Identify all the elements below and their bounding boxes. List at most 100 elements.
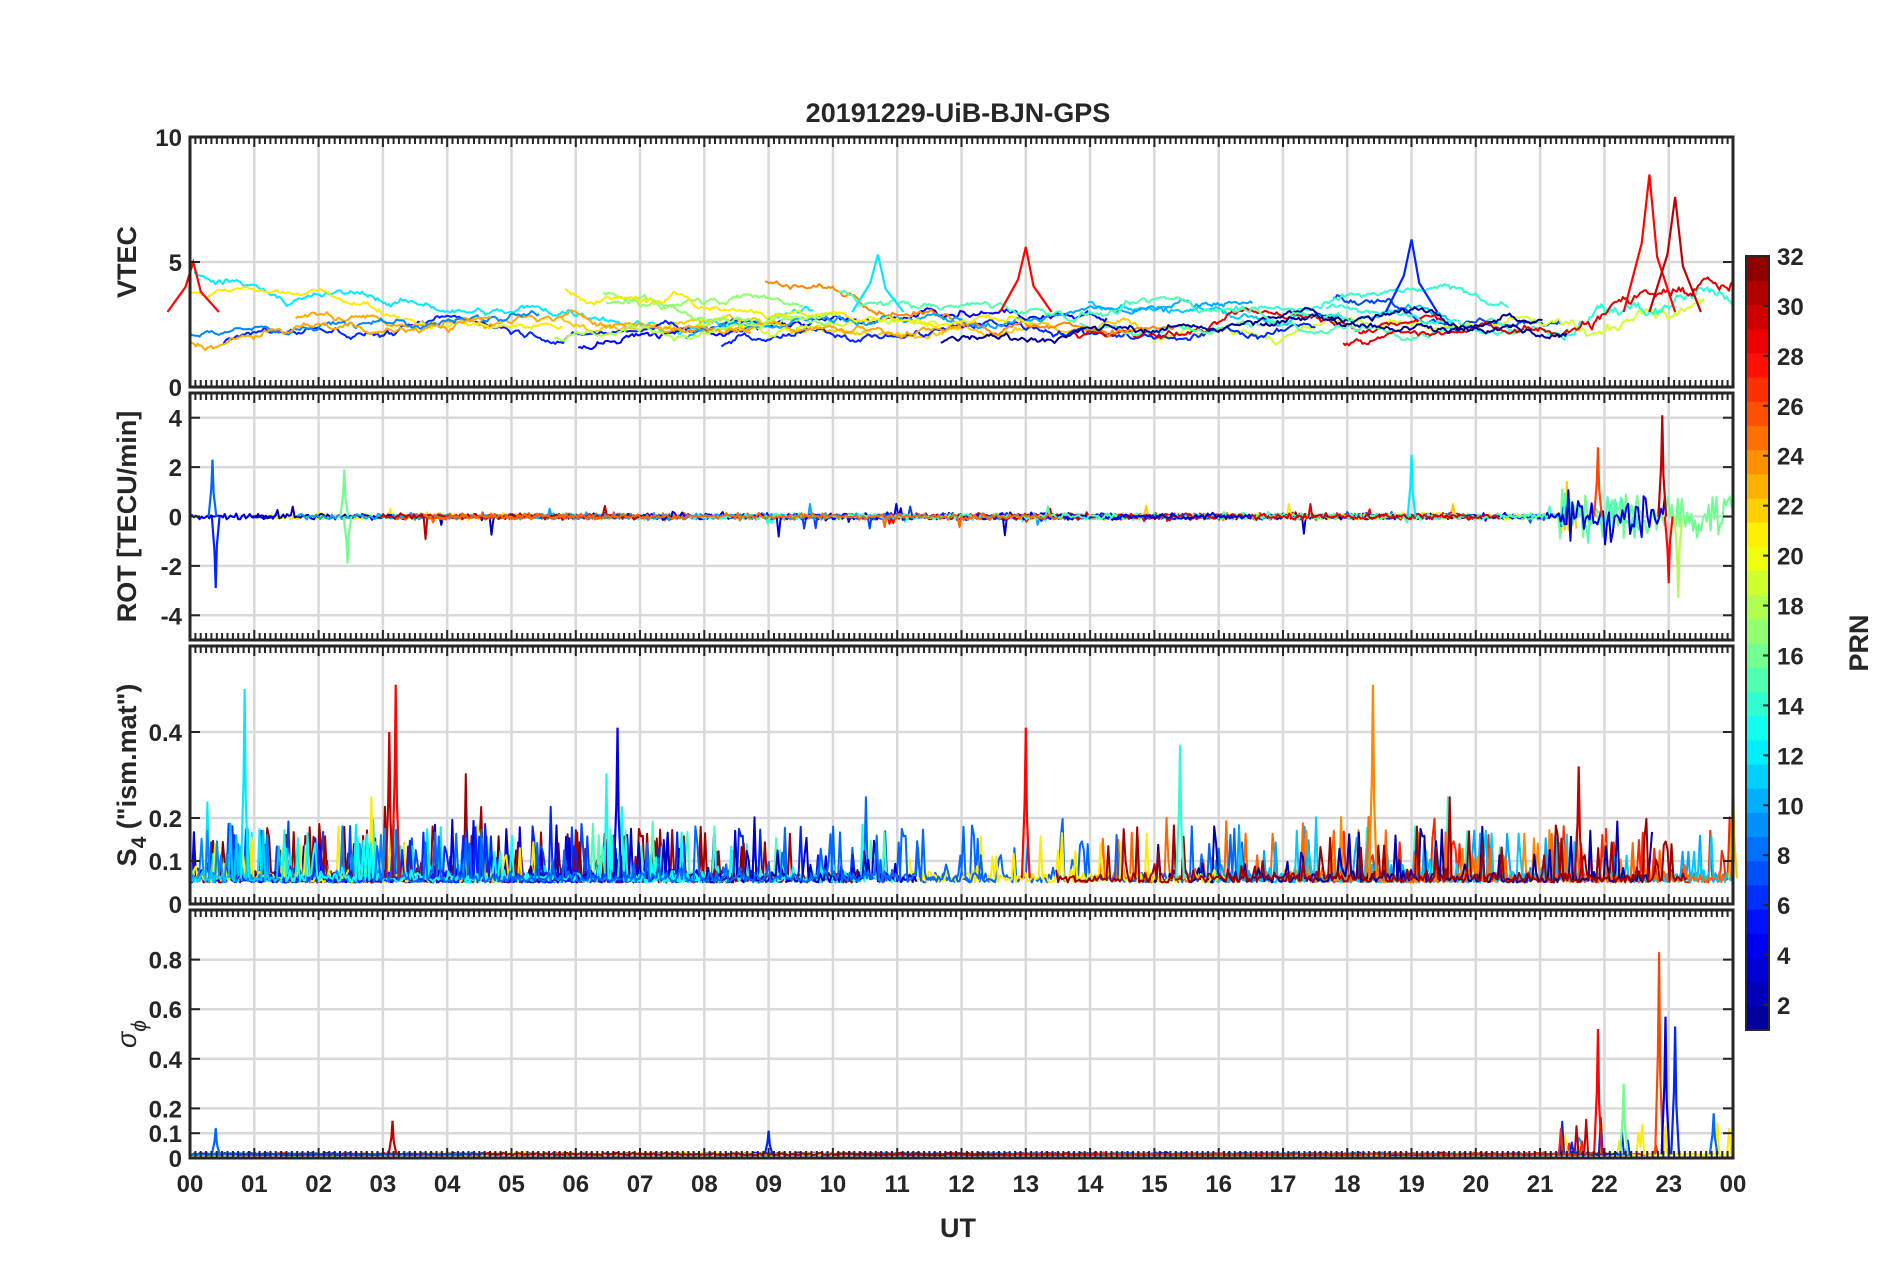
y-tick-label: 0 (169, 375, 182, 402)
peak-line (384, 731, 395, 879)
peak-trace (339, 469, 350, 517)
y-tick-label: 0.8 (149, 948, 182, 975)
traces (166, 174, 1734, 352)
colorbar-step (1746, 256, 1769, 281)
colorbar-step (1746, 546, 1769, 572)
x-tick-label: 00 (177, 1171, 204, 1198)
peak-trace (342, 516, 353, 564)
colorbar-step (1746, 352, 1769, 378)
prn-trace (940, 306, 1543, 345)
colorbar-step (1746, 401, 1769, 426)
peak-trace (1673, 516, 1684, 599)
ylabel-main: σ (112, 1030, 142, 1048)
colorbar-tick-label: 8 (1777, 843, 1790, 870)
x-tick-label: 17 (1270, 1171, 1297, 1198)
peak-trace (239, 688, 250, 879)
x-tick-label: 00 (1720, 1171, 1747, 1198)
panel-s4: 00.10.20.4S4 ("ism.mat") (112, 644, 1738, 919)
prn-trace (1088, 300, 1461, 330)
colorbar-step (1746, 425, 1769, 451)
prn-trace (564, 287, 1031, 329)
x-minor-ticks (189, 137, 1734, 387)
colorbar-step (1746, 715, 1769, 741)
x-axis-label: UT (940, 1213, 976, 1243)
y-tick-label: 0.6 (149, 997, 182, 1024)
colorbar-tick-label: 4 (1777, 943, 1791, 970)
peak-trace (1573, 766, 1584, 879)
x-minor-ticks (189, 910, 1734, 1158)
colorbar-step (1746, 884, 1769, 910)
peak-line (1670, 1026, 1681, 1155)
x-tick-label: 08 (691, 1171, 718, 1198)
peak-trace (1670, 1026, 1681, 1155)
peak-line (1648, 196, 1702, 313)
colorbar-step (1746, 836, 1769, 862)
colorbar-step (1746, 1005, 1769, 1031)
prn-trace (838, 289, 1354, 324)
ylabel-sub: 4 (128, 836, 151, 848)
x-tick-label: 03 (370, 1171, 397, 1198)
peak-line (1660, 1016, 1671, 1155)
peak-trace (1622, 174, 1677, 313)
x-tick-label: 01 (241, 1171, 268, 1198)
x-tick-label: 10 (820, 1171, 847, 1198)
peak-line (339, 469, 350, 517)
x-tick-label: 18 (1334, 1171, 1361, 1198)
colorbar-tick-label: 32 (1777, 244, 1804, 271)
prn-trace (557, 314, 1140, 340)
colorbar-step (1746, 933, 1769, 959)
peak-line (1622, 174, 1677, 313)
peak-line (851, 254, 905, 313)
peak-line (210, 516, 221, 589)
tick-marks (189, 137, 1734, 387)
y-tick-label: 5 (169, 250, 182, 277)
peak-trace (210, 1128, 221, 1155)
panel-rot: -4 -2 0 2 4 ROT [TECU/min] (112, 391, 1735, 642)
traces (189, 415, 1733, 599)
x-tick-label: 20 (1462, 1171, 1489, 1198)
colorbar-step (1746, 739, 1769, 765)
colorbar-step (1746, 643, 1769, 668)
x-tick-label: 21 (1527, 1171, 1554, 1198)
peak-trace (1708, 1113, 1719, 1155)
y-axis-label-vtec: VTEC (112, 226, 142, 298)
colorbar-tick-label: 18 (1777, 594, 1804, 621)
colorbar-tick-label: 10 (1777, 793, 1804, 820)
peak-line (210, 1128, 221, 1155)
prn-trace (908, 832, 1229, 884)
colorbar-tick-label: 24 (1777, 444, 1804, 471)
colorbar-step (1746, 909, 1769, 934)
y-tick-label: 0.1 (149, 849, 182, 876)
prn-trace (1229, 283, 1509, 313)
peak-trace (999, 246, 1053, 313)
peak-line (1708, 1113, 1719, 1155)
y-tick-label: 0.2 (149, 1096, 182, 1123)
peak-trace (1654, 952, 1665, 1155)
y-tick-label: 10 (155, 125, 182, 152)
peak-line (207, 459, 218, 517)
peak-trace (387, 1120, 398, 1155)
colorbar-step (1746, 280, 1769, 305)
tick-marks (189, 646, 1734, 904)
peak-trace (1657, 415, 1668, 517)
peak-trace (1384, 239, 1439, 313)
colorbar-step (1746, 812, 1769, 838)
peak-line (387, 1120, 398, 1155)
prn-trace (226, 1151, 484, 1156)
peak-line (1384, 239, 1439, 313)
y-axis-s4: 0 0.1 0.2 0.4 (149, 720, 1733, 919)
y-axis-vtec: 0 5 10 (155, 125, 1733, 402)
y-tick-label: 0.4 (149, 720, 183, 747)
peak-trace (1020, 727, 1031, 879)
x-tick-label: 13 (1012, 1171, 1039, 1198)
chart-title: 20191229-UiB-BJN-GPS (806, 98, 1111, 128)
peak-trace (1618, 1083, 1629, 1155)
panel-vtec: 0 5 10 VTEC (112, 125, 1735, 402)
prn-trace (1073, 307, 1444, 340)
colorbar-step (1746, 304, 1769, 330)
prn-trace (189, 285, 563, 330)
peak-line (1618, 1083, 1629, 1155)
colorbar-tick-label: 28 (1777, 344, 1804, 371)
